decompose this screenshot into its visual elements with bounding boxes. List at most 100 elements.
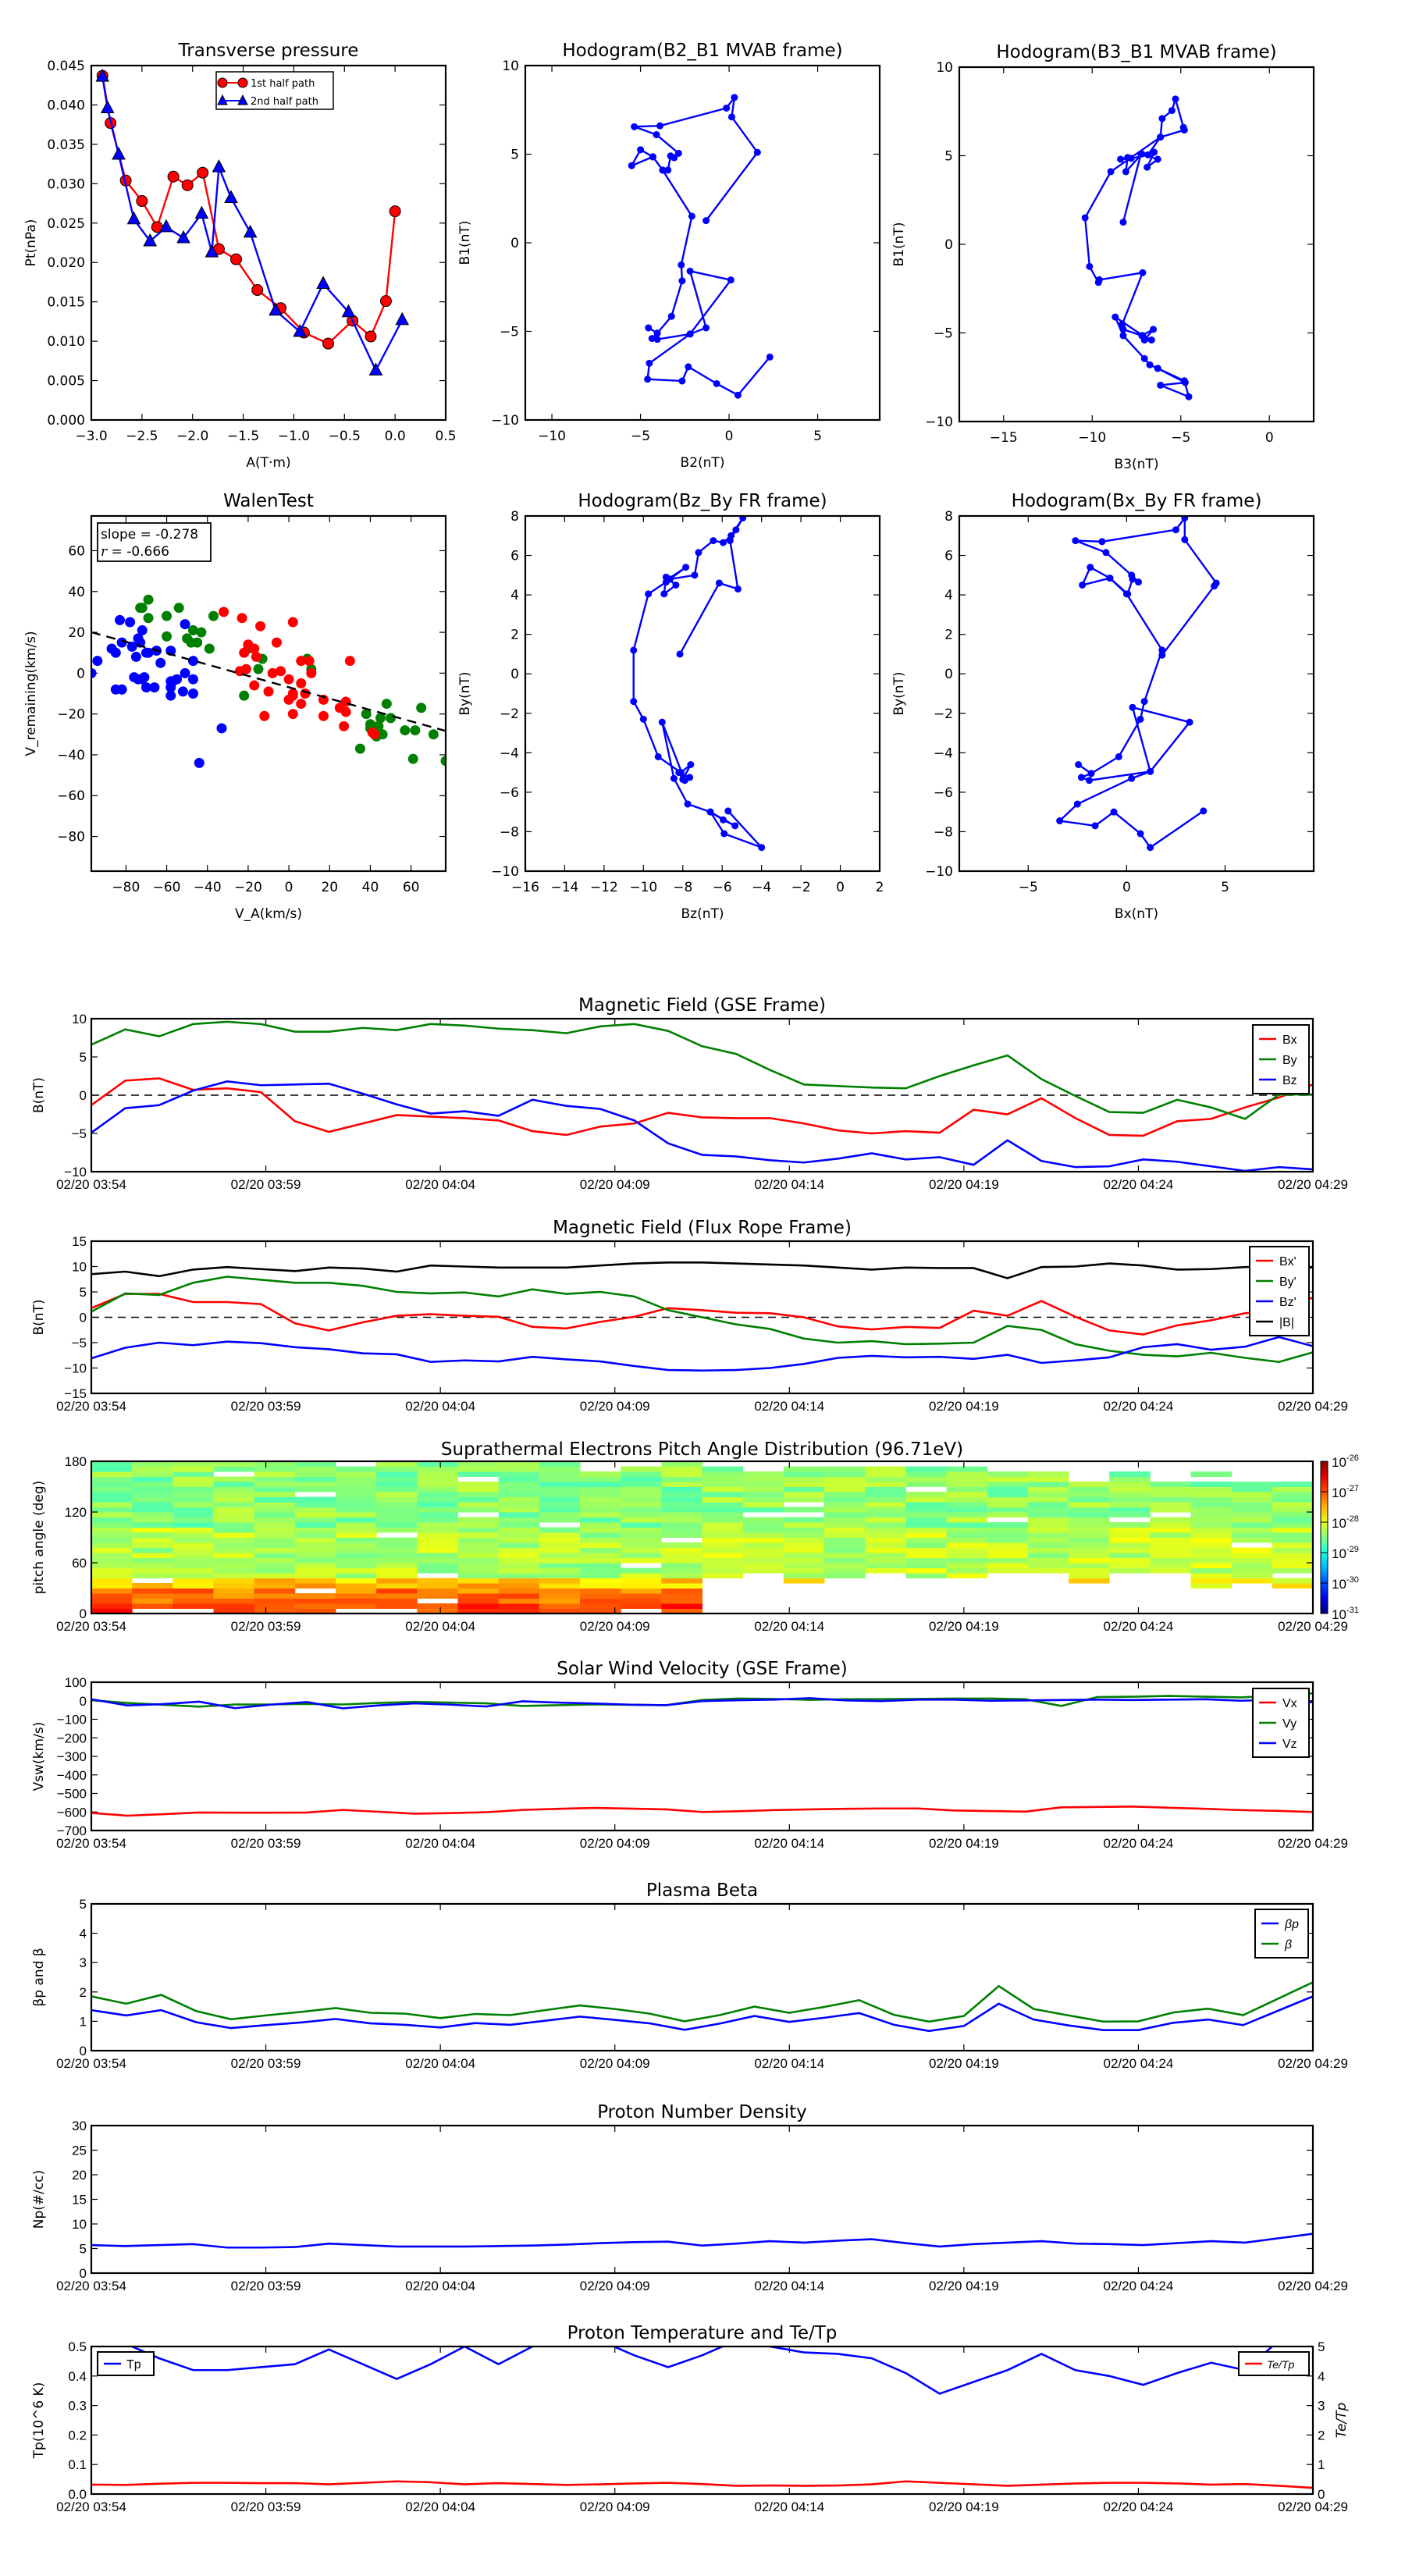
y-tick-label: −5: [500, 325, 519, 340]
series-line-vz: [91, 1697, 1313, 1710]
heatmap-cell: [1027, 1547, 1069, 1553]
data-point: [1147, 767, 1154, 775]
y-tick-label: −10: [491, 864, 519, 880]
data-point: [1127, 155, 1135, 162]
y-tick-label-right: 1: [1318, 2457, 1325, 2472]
heatmap-cell: [1190, 1512, 1232, 1517]
heatmap-cell: [132, 1583, 173, 1589]
x-tick-label: 02/20 04:24: [1104, 1836, 1174, 1851]
colorbar-exponent: -27: [1346, 1484, 1359, 1493]
heatmap-cell: [91, 1583, 133, 1589]
heatmap-cell: [91, 1563, 133, 1568]
heatmap-cell: [132, 1537, 173, 1543]
heatmap-cell: [1150, 1563, 1191, 1568]
data-point: [645, 324, 653, 332]
heatmap-cell: [661, 1547, 702, 1553]
y-axis-label: pitch angle (deg): [31, 1481, 47, 1595]
heatmap-cell: [946, 1466, 988, 1472]
data-point: [92, 656, 103, 667]
heatmap-cell: [498, 1603, 540, 1609]
heatmap-cell: [865, 1537, 906, 1543]
heatmap-cell: [376, 1496, 418, 1503]
data-point: [208, 610, 219, 621]
heatmap-cell: [661, 1608, 702, 1614]
heatmap-cell: [213, 1482, 255, 1487]
panel-hodogram_bx_by: Hodogram(Bx_By FR frame) −5 0 5 −10 −8 −6 −4 −2 0…: [891, 491, 1315, 922]
heatmap-cell: [539, 1476, 581, 1482]
y-tick-label: 6: [510, 549, 519, 564]
data-point: [239, 690, 250, 701]
heatmap-cell: [905, 1547, 947, 1553]
heatmap-cell: [539, 1507, 581, 1513]
heatmap-cell: [336, 1532, 377, 1538]
heatmap-cell: [946, 1492, 988, 1497]
data-point: [1139, 269, 1147, 276]
heatmap-cell: [498, 1507, 540, 1513]
data-point: [1157, 133, 1165, 141]
heatmap-cell: [539, 1512, 581, 1517]
heatmap-cell: [376, 1583, 418, 1589]
heatmap-cell: [946, 1496, 988, 1503]
heatmap-cell: [1272, 1482, 1314, 1487]
data-point: [126, 211, 141, 225]
heatmap-cell: [824, 1553, 866, 1558]
heatmap-cell: [1272, 1492, 1314, 1497]
heatmap-cell: [254, 1512, 296, 1517]
x-tick-label: 02/20 04:04: [405, 2500, 475, 2514]
data-point: [267, 667, 278, 678]
heatmap-cell: [539, 1583, 581, 1589]
heatmap-cell: [661, 1486, 702, 1493]
chart-title: Hodogram(Bz_By FR frame): [578, 491, 827, 511]
heatmap-cell: [91, 1502, 133, 1507]
y-tick-label: −60: [57, 788, 85, 804]
data-point: [243, 224, 258, 238]
heatmap-cell: [213, 1522, 255, 1528]
data-point: [1150, 326, 1158, 333]
data-point: [667, 152, 674, 160]
data-point: [660, 590, 668, 598]
axes-frame: [90, 1240, 1314, 1395]
heatmap-cell: [539, 1553, 581, 1558]
heatmap-cell: [417, 1482, 458, 1487]
heatmap-cell: [539, 1517, 581, 1523]
data-point: [143, 233, 158, 247]
heatmap-cell: [783, 1532, 825, 1538]
data-point: [304, 656, 315, 667]
data-point: [187, 656, 198, 667]
heatmap-cell: [498, 1598, 540, 1604]
plot-area: [91, 594, 446, 768]
heatmap-cell: [254, 1537, 296, 1543]
heatmap-cell: [580, 1532, 621, 1538]
heatmap-cell: [783, 1553, 825, 1558]
heatmap-cell: [213, 1532, 255, 1538]
heatmap-cell: [621, 1578, 662, 1584]
legend-label: Bz: [1282, 1074, 1297, 1087]
heatmap-cell: [742, 1542, 784, 1548]
heatmap-cell: [457, 1563, 500, 1568]
heatmap-cell: [865, 1567, 906, 1574]
heatmap-cell: [498, 1471, 540, 1477]
data-point: [428, 729, 439, 740]
x-tick-label: −40: [194, 880, 222, 895]
heatmap-cell: [783, 1476, 825, 1482]
data-point: [276, 666, 286, 677]
heatmap-cell: [457, 1502, 500, 1507]
y-tick-label: 0.2: [68, 2428, 87, 2443]
x-tick-label: 02/20 04:14: [754, 2500, 824, 2514]
heatmap-cell: [1272, 1522, 1314, 1528]
heatmap-cell: [783, 1563, 825, 1568]
data-point: [130, 651, 141, 662]
legend-label: 2nd half path: [251, 96, 318, 108]
x-tick-label: 02/20 03:54: [56, 2056, 126, 2071]
x-tick-label: 02/20 04:14: [754, 2279, 824, 2293]
heatmap-cell: [457, 1466, 500, 1472]
x-tick-label: 02/20 04:04: [405, 1399, 475, 1414]
x-tick-label: 02/20 03:54: [56, 1177, 126, 1192]
heatmap-cell: [132, 1563, 173, 1568]
y-tick-label: −6: [934, 785, 953, 801]
data-point: [126, 641, 137, 652]
plot-area: [91, 1020, 1313, 1172]
data-point: [296, 699, 307, 710]
data-point: [646, 359, 653, 367]
heatmap-cell: [498, 1461, 540, 1467]
